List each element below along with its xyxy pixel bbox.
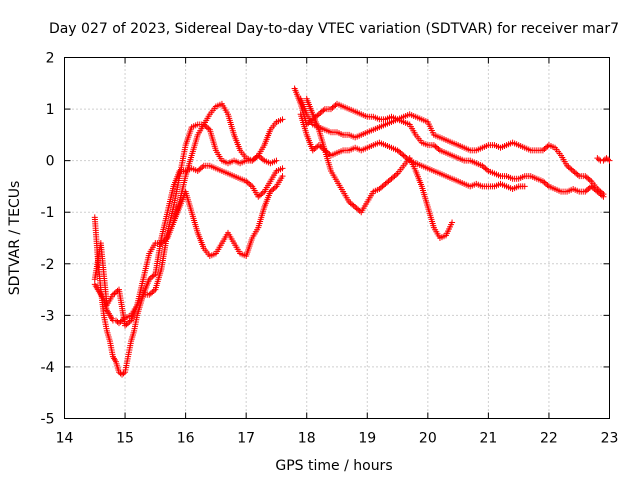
axis-ticks (64, 57, 610, 419)
x-tick-label: 20 (419, 431, 437, 447)
series-arc-1 (91, 162, 286, 378)
data-point (604, 156, 611, 163)
y-tick-label: 1 (46, 102, 55, 118)
series-arc-8 (303, 95, 456, 241)
data-point (279, 173, 286, 180)
series-arc-9 (594, 155, 613, 164)
data-point (449, 219, 456, 226)
grid-lines (64, 57, 610, 419)
y-tick-label: -3 (41, 308, 55, 324)
data-point (600, 191, 607, 198)
y-tick-label: -2 (41, 257, 55, 273)
y-tick-label: 2 (46, 51, 55, 67)
x-axis-title: GPS time / hours (275, 458, 392, 474)
series-arc-2 (91, 100, 286, 327)
series-arc-5 (291, 85, 607, 200)
y-tick-label: -5 (41, 412, 55, 428)
y-axis-title: SDTVAR / TECUs (7, 181, 23, 296)
x-tick-label: 22 (540, 431, 558, 447)
plot-frame (64, 57, 610, 419)
x-tick-label: 15 (116, 431, 134, 447)
x-tick-label: 19 (358, 431, 376, 447)
x-tick-label: 23 (601, 431, 619, 447)
data-point (521, 183, 528, 190)
data-point (279, 165, 286, 172)
x-tick-label: 18 (298, 431, 316, 447)
data-marks (91, 85, 613, 378)
x-tick-label: 21 (479, 431, 497, 447)
chart-title: Day 027 of 2023, Sidereal Day-to-day VTE… (49, 21, 619, 37)
data-point (273, 157, 280, 164)
data-point (595, 156, 602, 163)
series-arc-3 (91, 121, 280, 329)
series-arc-6 (297, 95, 607, 198)
tick-labels: 14 15 16 17 18 19 20 21 22 23 -5 -4 -3 -2 -1 0 1 2 (41, 51, 619, 447)
x-tick-label: 17 (237, 431, 255, 447)
y-tick-label: -1 (41, 205, 55, 221)
series-arc-7 (297, 111, 528, 193)
x-tick-label: 16 (177, 431, 195, 447)
y-tick-label: 0 (46, 154, 55, 170)
x-tick-label: 14 (56, 431, 74, 447)
y-tick-label: -4 (41, 360, 55, 376)
data-point (279, 116, 286, 123)
series-arc-4 (170, 173, 286, 260)
data-point (606, 157, 613, 164)
